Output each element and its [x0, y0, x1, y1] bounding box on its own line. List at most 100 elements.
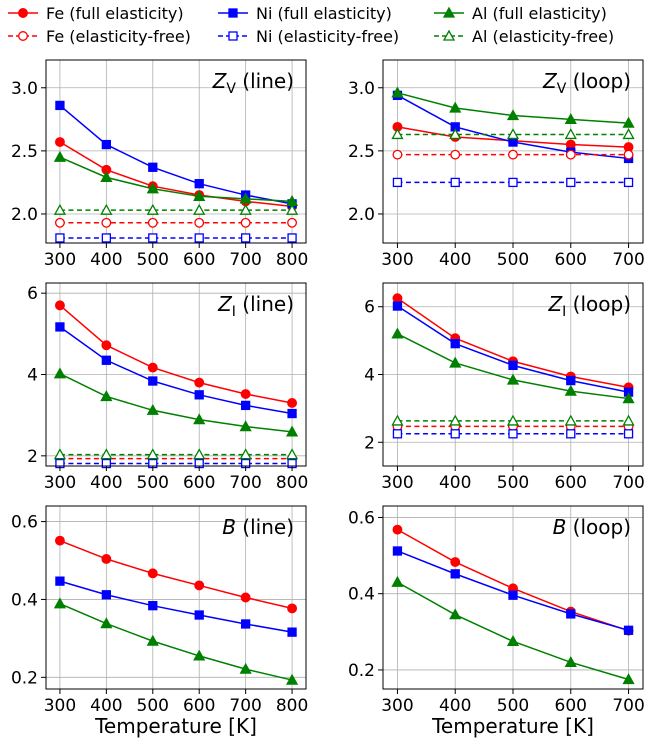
y-tick-label: 4: [27, 366, 38, 386]
axes-frame: [45, 505, 307, 690]
legend-marker: [18, 8, 28, 18]
x-axis-label-right: Temperature [K]: [431, 714, 594, 738]
data-point: [240, 400, 251, 411]
panel-title: ZI (loop): [547, 292, 631, 320]
data-point: [240, 217, 251, 228]
title-rest: (loop): [566, 69, 631, 93]
data-point: [566, 177, 576, 188]
legend-entry: Fe (full elasticity): [8, 4, 184, 23]
panel-title: ZV (line): [212, 69, 294, 97]
x-tick-label: 700: [229, 473, 261, 493]
x-tick-label: 300: [44, 696, 76, 716]
data-point: [193, 413, 206, 425]
data-point: [240, 389, 251, 399]
series-al-full-elasticity: [391, 575, 635, 685]
data-point: [100, 203, 113, 215]
data-point: [450, 429, 460, 439]
title-symbol: B: [222, 515, 236, 539]
panel-1: 300 400 500 600 700 800 2.0 2.5 3.0 ZV (line): [11, 59, 308, 270]
data-point: [564, 384, 577, 396]
series-line: [59, 580, 293, 633]
legend-label: Fe (elasticity-free): [46, 27, 191, 46]
legend: Fe (full elasticity) Ni (full elasticity)…: [8, 4, 614, 46]
data-point: [392, 301, 403, 311]
x-tick-label: 400: [90, 473, 122, 493]
title-symbol: B: [553, 515, 567, 539]
x-tick-label: 800: [276, 696, 308, 716]
data-point: [101, 139, 112, 150]
data-point: [239, 192, 252, 204]
data-point: [147, 217, 158, 228]
series-line: [59, 539, 293, 610]
panel-6: 300 400 500 600 700 0.2 0.4 0.6 B (loop): [348, 505, 645, 716]
series-al-full-elasticity: [53, 597, 299, 685]
data-point: [566, 609, 576, 619]
data-point: [391, 575, 404, 587]
panel-title: B (loop): [553, 515, 631, 539]
legend-entry: Ni (full elasticity): [218, 4, 392, 23]
x-tick-label: 300: [381, 473, 413, 493]
series-ni-elasticity-free: [392, 429, 634, 439]
legend-label: Al (full elasticity): [472, 4, 607, 23]
data-point: [508, 360, 518, 371]
x-tick-label: 600: [183, 473, 215, 493]
data-point: [148, 233, 158, 243]
series-ni-full-elasticity: [392, 546, 634, 635]
data-point: [101, 233, 112, 243]
data-point: [100, 390, 113, 402]
data-point: [449, 414, 462, 426]
data-point: [147, 362, 158, 373]
x-tick-label: 300: [44, 250, 76, 270]
x-tick-label: 400: [90, 250, 122, 270]
data-point: [508, 177, 518, 188]
title-symbol: Z: [547, 292, 563, 316]
series-ni-elasticity-free: [392, 177, 634, 188]
series-al-full-elasticity: [53, 150, 299, 207]
data-point: [564, 112, 577, 124]
y-tick-label: 6: [27, 284, 38, 304]
series-al-full-elasticity: [391, 327, 635, 404]
y-tick-label: 3.0: [348, 79, 375, 99]
series-line: [59, 104, 293, 205]
data-point: [287, 603, 298, 614]
series-line: [59, 603, 293, 681]
y-tick-label: 2: [364, 433, 375, 453]
data-point: [100, 171, 113, 183]
data-point: [392, 149, 403, 160]
data-point: [508, 149, 518, 160]
data-point: [239, 662, 252, 674]
data-point: [566, 429, 576, 439]
series-al-full-elasticity: [391, 86, 635, 128]
data-point: [450, 557, 461, 567]
data-point: [146, 182, 159, 194]
y-tick-label: 0.2: [348, 661, 375, 681]
title-rest: (line): [236, 515, 294, 539]
panel-title: ZI (line): [217, 292, 294, 320]
x-tick-label: 600: [555, 473, 587, 493]
title-symbol: Z: [217, 292, 233, 316]
series-ni-full-elasticity: [55, 576, 297, 637]
x-tick-label: 400: [439, 696, 471, 716]
data-point: [55, 100, 65, 111]
data-point: [239, 448, 252, 460]
legend-entry: Ni (elasticity-free): [218, 27, 399, 46]
x-tick-label: 400: [439, 250, 471, 270]
x-tick-label: 500: [497, 473, 529, 493]
data-point: [623, 625, 634, 635]
data-point: [54, 137, 65, 147]
x-tick-label: 500: [137, 696, 169, 716]
x-tick-label: 700: [612, 696, 644, 716]
data-point: [449, 128, 462, 140]
x-tick-label: 800: [276, 473, 308, 493]
data-point: [100, 448, 113, 460]
data-point: [287, 627, 297, 637]
data-point: [506, 414, 520, 426]
plot-area: [46, 60, 306, 243]
data-point: [623, 177, 634, 188]
x-tick-label: 300: [381, 696, 413, 716]
x-tick-label: 400: [439, 473, 471, 493]
legend-marker: [228, 8, 238, 18]
data-point: [287, 233, 297, 243]
x-tick-label: 700: [612, 473, 644, 493]
